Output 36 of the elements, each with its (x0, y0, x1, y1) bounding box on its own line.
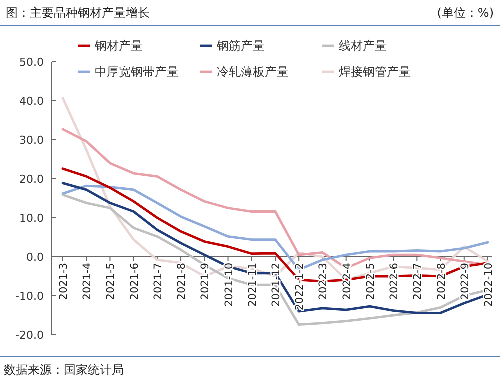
x-tick-label: 2022-3 (318, 263, 330, 300)
y-tick-label: 30.0 (20, 134, 44, 147)
x-tick-label: 2022-8 (436, 263, 448, 300)
x-tick-label: 2021-5 (105, 263, 118, 300)
legend-label: 冷轧薄板产量 (217, 65, 289, 79)
source-note: 数据来源：国家统计局 (4, 363, 124, 377)
x-tick-label: 2022-4 (341, 262, 354, 300)
x-tick-label: 2021-12 (270, 263, 282, 307)
x-tick-label: 2021-10 (223, 263, 236, 307)
x-tick-label: 2021-6 (128, 262, 141, 300)
chart-title: 图：主要品种钢材产量增长 (6, 6, 150, 20)
y-tick-label: 50.0 (20, 56, 44, 69)
x-tick-label: 2021-9 (200, 263, 212, 300)
x-tick-label: 2021-8 (176, 263, 188, 300)
x-tick-label: 2021-3 (58, 263, 70, 300)
y-tick-label: 10.0 (20, 212, 44, 225)
y-tick-label: -20.0 (16, 329, 44, 342)
legend-label: 钢筋产量 (216, 39, 265, 53)
x-tick-label: 2022-1-2 (294, 263, 306, 311)
y-tick-label: 20.0 (20, 173, 44, 186)
y-tick-label: 0.0 (26, 251, 44, 264)
x-tick-label: 2022-5 (364, 263, 377, 300)
legend-label: 线材产量 (339, 39, 387, 53)
y-tick-label: 40.0 (20, 95, 44, 108)
x-tick-label: 2022-10 (483, 263, 495, 307)
legend-label: 钢材产量 (94, 39, 143, 53)
x-tick-label: 2022-9 (459, 263, 472, 300)
x-tick-label: 2022-7 (412, 263, 424, 300)
y-axis-title: (单位：%) (437, 6, 494, 20)
x-tick-label: 2021-7 (152, 263, 164, 300)
x-tick-label: 2022-6 (388, 262, 401, 300)
x-tick-label: 2021-4 (82, 262, 94, 300)
legend-label: 中厚宽钢带产量 (95, 65, 179, 79)
y-tick-label: -10.0 (16, 290, 44, 303)
x-tick-label: 2021-11 (246, 263, 259, 307)
legend-label: 焊接钢管产量 (339, 65, 411, 79)
